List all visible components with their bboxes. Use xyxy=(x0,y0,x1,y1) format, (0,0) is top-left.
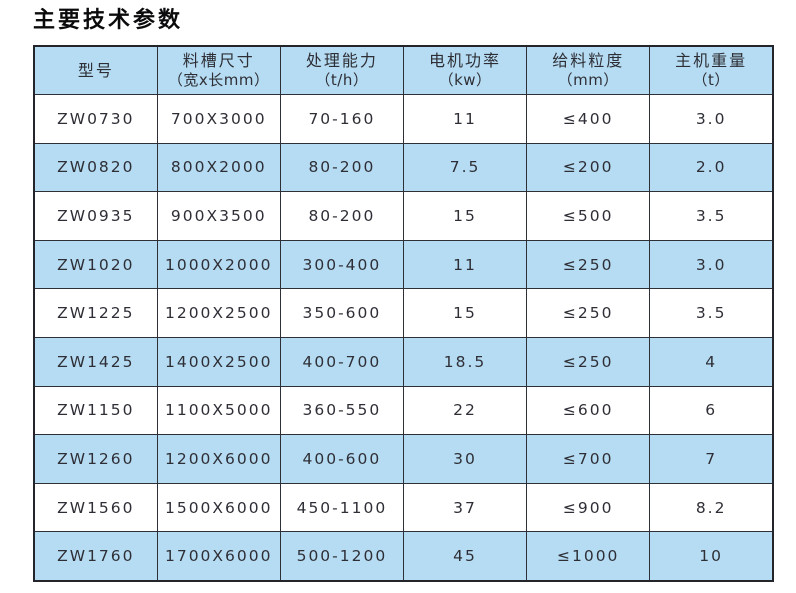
header-cell: 处理能力 （t/h） xyxy=(279,45,404,95)
table-cell: 3.0 xyxy=(649,94,774,144)
model-cell: ZW1225 xyxy=(33,288,158,338)
header-unit: （t） xyxy=(692,71,730,90)
table-cell: 1200X2500 xyxy=(156,288,281,338)
table-cell: 22 xyxy=(402,385,528,436)
table-cell: 45 xyxy=(402,531,528,582)
header-label: 型号 xyxy=(77,60,114,80)
header-label: 给料粒度 xyxy=(552,51,625,71)
spec-table: 型号 料槽尺寸 （宽x长mm） 处理能力 （t/h） 电机功率 （kw） 给料粒度 （mm） 主机… xyxy=(33,45,774,582)
header-cell: 型号 xyxy=(33,45,158,95)
header-unit: （宽x长mm） xyxy=(167,71,270,90)
table-cell: 11 xyxy=(402,239,528,290)
table-cell: 700X3000 xyxy=(156,94,281,144)
table-row: ZW1425 1400X2500 400-700 18.5 ≤250 4 xyxy=(33,336,774,387)
table-cell: 70-160 xyxy=(279,94,404,144)
header-row: 型号 料槽尺寸 （宽x长mm） 处理能力 （t/h） 电机功率 （kw） 给料粒度 （mm） 主机… xyxy=(33,45,774,95)
table-cell: 360-550 xyxy=(279,385,404,436)
table-cell: 3.0 xyxy=(649,239,774,290)
table-cell: 7.5 xyxy=(402,142,528,193)
table-cell: 4 xyxy=(649,336,774,387)
table-row: ZW0730 700X3000 70-160 11 ≤400 3.0 xyxy=(33,94,774,144)
table-cell: 350-600 xyxy=(279,288,404,338)
table-cell: 3.5 xyxy=(649,288,774,338)
table-cell: 80-200 xyxy=(279,191,404,241)
model-cell: ZW1760 xyxy=(33,531,158,582)
table-cell: ≤700 xyxy=(526,434,651,484)
table-cell: 18.5 xyxy=(402,336,528,387)
header-cell: 给料粒度 （mm） xyxy=(526,45,651,95)
table-row: ZW1225 1200X2500 350-600 15 ≤250 3.5 xyxy=(33,288,774,338)
header-cell: 电机功率 （kw） xyxy=(402,45,528,95)
table-cell: ≤200 xyxy=(526,142,651,193)
table-row: ZW1150 1100X5000 360-550 22 ≤600 6 xyxy=(33,385,774,436)
table-cell: ≤250 xyxy=(526,288,651,338)
model-cell: ZW0730 xyxy=(33,94,158,144)
model-cell: ZW1150 xyxy=(33,385,158,436)
table-row: ZW0935 900X3500 80-200 15 ≤500 3.5 xyxy=(33,191,774,241)
table-row: ZW0820 800X2000 80-200 7.5 ≤200 2.0 xyxy=(33,142,774,193)
table-cell: 400-600 xyxy=(279,434,404,484)
table-cell: 800X2000 xyxy=(156,142,281,193)
table-header: 型号 料槽尺寸 （宽x长mm） 处理能力 （t/h） 电机功率 （kw） 给料粒度 （mm） 主机… xyxy=(33,45,774,95)
page-title: 主要技术参数 xyxy=(33,8,184,33)
table-cell: 8.2 xyxy=(649,482,774,533)
table-row: ZW1560 1500X6000 450-1100 37 ≤900 8.2 xyxy=(33,482,774,533)
header-cell: 主机重量 （t） xyxy=(649,45,774,95)
table-cell: 6 xyxy=(649,385,774,436)
table-cell: 400-700 xyxy=(279,336,404,387)
model-cell: ZW0820 xyxy=(33,142,158,193)
table-cell: 450-1100 xyxy=(279,482,404,533)
model-cell: ZW0935 xyxy=(33,191,158,241)
table-row: ZW1760 1700X6000 500-1200 45 ≤1000 10 xyxy=(33,531,774,582)
table-row: ZW1020 1000X2000 300-400 11 ≤250 3.0 xyxy=(33,239,774,290)
table-cell: 80-200 xyxy=(279,142,404,193)
table-cell: 1100X5000 xyxy=(156,385,281,436)
table-cell: ≤900 xyxy=(526,482,651,533)
table-cell: 900X3500 xyxy=(156,191,281,241)
header-unit: （kw） xyxy=(438,71,492,90)
table-cell: ≤500 xyxy=(526,191,651,241)
table-cell: 1700X6000 xyxy=(156,531,281,582)
model-cell: ZW1560 xyxy=(33,482,158,533)
header-unit: （mm） xyxy=(557,71,619,90)
table-cell: 37 xyxy=(402,482,528,533)
table-cell: 1000X2000 xyxy=(156,239,281,290)
table-cell: 10 xyxy=(649,531,774,582)
header-label: 电机功率 xyxy=(429,51,502,71)
header-label: 料槽尺寸 xyxy=(182,51,255,71)
header-label: 处理能力 xyxy=(305,51,378,71)
table-cell: 300-400 xyxy=(279,239,404,290)
table-cell: ≤250 xyxy=(526,336,651,387)
model-cell: ZW1260 xyxy=(33,434,158,484)
table-cell: 2.0 xyxy=(649,142,774,193)
table-cell: ≤250 xyxy=(526,239,651,290)
table-body: ZW0730 700X3000 70-160 11 ≤400 3.0 ZW0820 800X2… xyxy=(33,94,774,582)
model-cell: ZW1020 xyxy=(33,239,158,290)
header-cell: 料槽尺寸 （宽x长mm） xyxy=(156,45,281,95)
table-cell: 500-1200 xyxy=(279,531,404,582)
table-cell: ≤400 xyxy=(526,94,651,144)
table-cell: 3.5 xyxy=(649,191,774,241)
table-cell: 1200X6000 xyxy=(156,434,281,484)
table-cell: 1400X2500 xyxy=(156,336,281,387)
table-cell: 7 xyxy=(649,434,774,484)
table-row: ZW1260 1200X6000 400-600 30 ≤700 7 xyxy=(33,434,774,484)
table-cell: 15 xyxy=(402,191,528,241)
header-unit: （t/h） xyxy=(315,71,369,90)
model-cell: ZW1425 xyxy=(33,336,158,387)
table-cell: ≤1000 xyxy=(526,531,651,582)
header-label: 主机重量 xyxy=(675,51,748,71)
table-cell: 30 xyxy=(402,434,528,484)
table-cell: 11 xyxy=(402,94,528,144)
table-cell: ≤600 xyxy=(526,385,651,436)
table-cell: 1500X6000 xyxy=(156,482,281,533)
table-cell: 15 xyxy=(402,288,528,338)
